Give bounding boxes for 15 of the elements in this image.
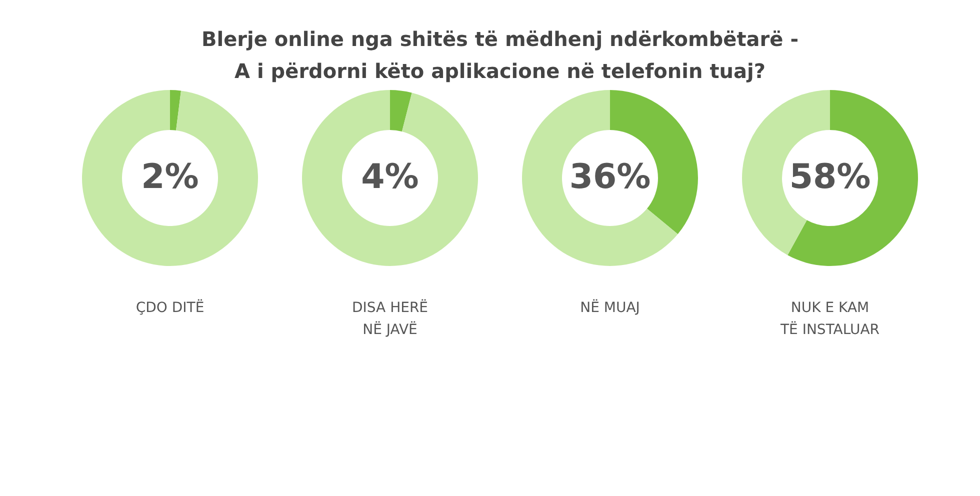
data-label: 58% <box>789 157 871 197</box>
donut-slice <box>170 90 182 130</box>
data-label: 2% <box>141 157 199 197</box>
text: Blerje online nga shitës të mëdhenj ndërkombëtarë - A i përdorni këto aplikacione në telefonin tuaj? <box>202 27 798 83</box>
donut-slice <box>82 90 258 266</box>
donut-slice <box>522 90 678 266</box>
text: DISA HERË NË JAVË <box>352 299 428 338</box>
data-label: 4% <box>361 157 419 197</box>
donut-slice <box>788 90 918 266</box>
data-label: 36% <box>569 157 651 197</box>
donut-slice <box>302 90 478 266</box>
text: ÇDO DITË <box>136 299 204 316</box>
text: NUK E KAM TË INSTALUAR <box>779 300 880 338</box>
text: NË MUAJ <box>580 299 640 316</box>
donut-slice <box>390 90 412 132</box>
